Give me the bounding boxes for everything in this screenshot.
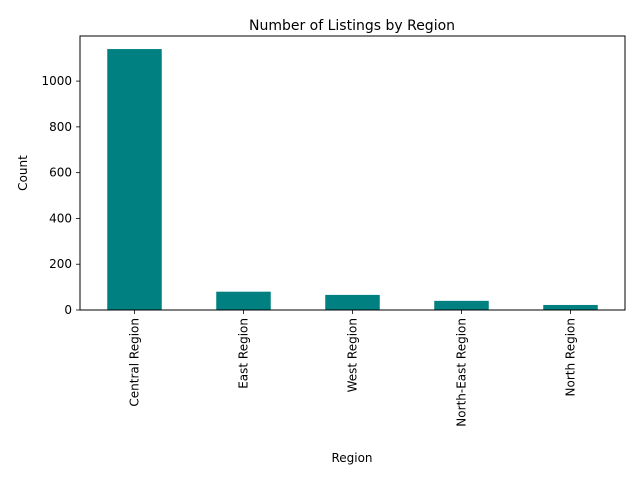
y-axis-label: Count <box>16 155 30 191</box>
bar-east-region <box>216 291 271 310</box>
bar-west-region <box>325 294 380 310</box>
y-tick-label: 200 <box>49 257 72 271</box>
bar-central-region <box>107 49 162 311</box>
y-tick-label: 600 <box>49 166 72 180</box>
x-tick-label: North Region <box>564 318 578 396</box>
plot-frame <box>79 35 626 311</box>
bar-north-east-region <box>434 300 489 310</box>
y-tick-label: 400 <box>49 211 72 225</box>
bar-north-region <box>543 304 598 310</box>
x-tick-label: Central Region <box>128 318 142 407</box>
y-axis: 0 200 400 600 800 1000 <box>41 74 80 317</box>
y-tick-label: 800 <box>49 120 72 134</box>
bars-group <box>107 49 598 311</box>
x-axis: Central Region East Region West Region Nort… <box>128 310 578 427</box>
x-tick-label: East Region <box>237 318 251 389</box>
x-axis-label: Region <box>331 451 372 465</box>
chart-title: Number of Listings by Region <box>249 18 455 34</box>
y-tick-label: 1000 <box>41 74 72 88</box>
x-tick-label: North-East Region <box>455 318 469 427</box>
x-tick-label: West Region <box>346 318 360 392</box>
y-tick-label: 0 <box>64 303 72 317</box>
